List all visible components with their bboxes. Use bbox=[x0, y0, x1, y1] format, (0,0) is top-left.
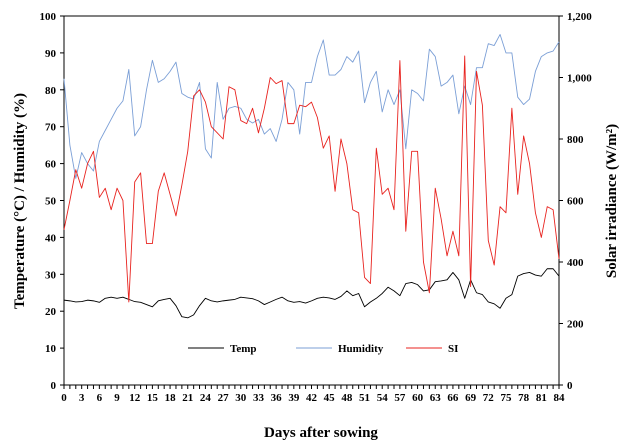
x-tick-label: 9 bbox=[114, 392, 120, 404]
x-tick-label: 84 bbox=[554, 392, 566, 404]
y-tick-label-right: 800 bbox=[567, 134, 584, 146]
x-tick-label: 45 bbox=[324, 392, 336, 404]
x-tick-label: 48 bbox=[341, 392, 353, 404]
y-tick-label-left: 10 bbox=[45, 343, 57, 355]
y-tick-label-right: 400 bbox=[567, 257, 584, 269]
y-tick-label-left: 90 bbox=[45, 48, 57, 60]
plot-area bbox=[63, 15, 560, 386]
y-tick-label-left: 20 bbox=[45, 306, 57, 318]
plot-frame bbox=[63, 15, 560, 386]
x-tick-label: 30 bbox=[235, 392, 247, 404]
series-line-humidity bbox=[63, 34, 560, 179]
legend: Temp Humidity SI bbox=[188, 343, 458, 355]
y-tick-label-left: 0 bbox=[51, 380, 57, 392]
x-tick-label: 6 bbox=[97, 392, 103, 404]
y-tick-label-left: 60 bbox=[45, 159, 57, 171]
y-axis-title-left: Temperature (°C) / Humidity (%) bbox=[12, 93, 28, 309]
x-tick-label: 18 bbox=[165, 392, 177, 404]
x-tick-label: 78 bbox=[518, 392, 530, 404]
x-tick-label: 27 bbox=[218, 392, 230, 404]
x-tick-label: 57 bbox=[394, 392, 406, 404]
x-tick-label: 72 bbox=[483, 392, 495, 404]
x-tick-label: 75 bbox=[500, 392, 512, 404]
x-tick-label: 69 bbox=[465, 392, 477, 404]
series-line-si bbox=[63, 55, 560, 303]
x-tick-label: 63 bbox=[430, 392, 442, 404]
y-tick-label-left: 50 bbox=[45, 196, 57, 208]
x-axis-title: Days after sowing bbox=[264, 425, 378, 441]
x-tick-label: 33 bbox=[253, 392, 265, 404]
x-tick-label: 24 bbox=[200, 392, 212, 404]
axes-layer: 0 3 6 9 12 15 18 21 24 27 30 33 36 39 42 45 48 51 54 57 60 63… bbox=[40, 11, 593, 404]
series-line-temp bbox=[63, 268, 560, 319]
y-tick-label-right: 0 bbox=[567, 380, 573, 392]
x-tick-label: 81 bbox=[536, 392, 547, 404]
y-tick-label-right: 600 bbox=[567, 196, 584, 208]
x-tick-label: 51 bbox=[359, 392, 370, 404]
x-tick-label: 54 bbox=[377, 392, 389, 404]
legend-label-humidity: Humidity bbox=[338, 343, 384, 355]
y-tick-label-right: 1,200 bbox=[567, 11, 592, 23]
x-tick-label: 39 bbox=[288, 392, 300, 404]
x-tick-label: 36 bbox=[271, 392, 283, 404]
x-tick-label: 3 bbox=[79, 392, 85, 404]
x-tick-label: 60 bbox=[412, 392, 424, 404]
series-layer bbox=[63, 34, 560, 319]
y-tick-label-left: 80 bbox=[45, 85, 57, 97]
x-tick-label: 0 bbox=[61, 392, 67, 404]
x-tick-label: 12 bbox=[129, 392, 141, 404]
legend-label-si: SI bbox=[448, 343, 458, 355]
y-tick-label-right: 200 bbox=[567, 319, 584, 331]
y-tick-label-right: 1,000 bbox=[567, 73, 592, 85]
y-tick-label-left: 100 bbox=[40, 11, 57, 23]
y-axis-title-right: Solar irradiance (W/m²) bbox=[604, 124, 620, 278]
legend-label-temp: Temp bbox=[230, 343, 257, 355]
x-tick-label: 42 bbox=[306, 392, 318, 404]
y-tick-label-left: 70 bbox=[45, 122, 57, 134]
y-tick-label-left: 40 bbox=[45, 232, 57, 244]
x-tick-label: 15 bbox=[147, 392, 159, 404]
x-tick-label: 21 bbox=[182, 392, 193, 404]
y-tick-label-left: 30 bbox=[45, 269, 57, 281]
x-tick-label: 66 bbox=[447, 392, 459, 404]
